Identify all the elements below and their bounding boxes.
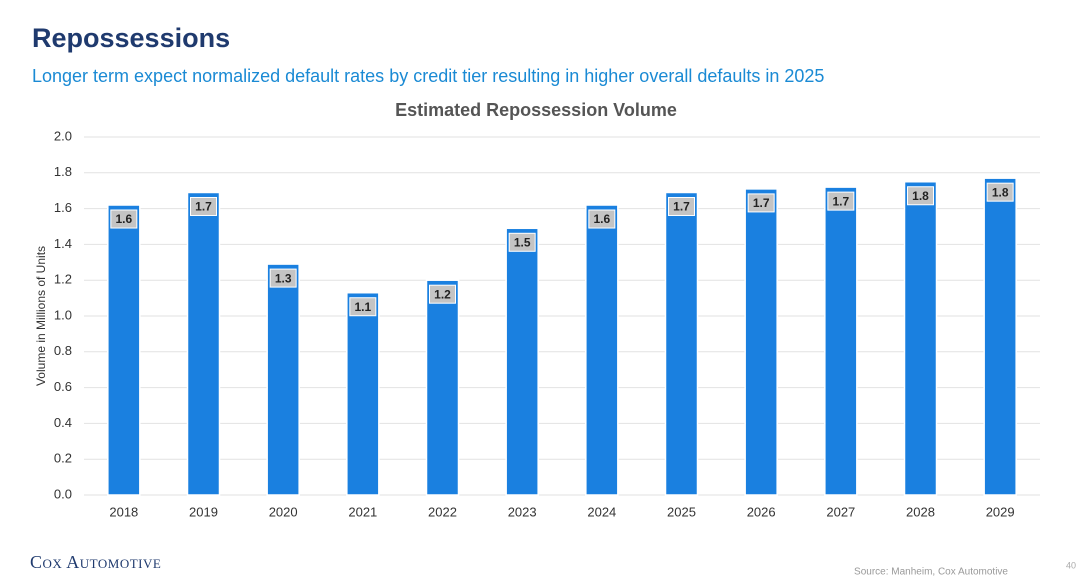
value-label-box [747,193,775,213]
y-tick-label: 0.8 [54,343,72,358]
x-tick-label: 2018 [109,504,138,519]
value-label: 1.7 [832,194,849,208]
value-label-box [349,297,377,317]
y-tick-label: 1.6 [54,200,72,215]
bar [107,204,141,496]
y-tick-label: 1.0 [54,307,72,322]
x-tick-label: 2023 [508,504,537,519]
value-label: 1.7 [753,196,770,210]
x-tick-label: 2022 [428,504,457,519]
value-label: 1.8 [912,189,929,203]
value-label-box [588,209,616,229]
value-label-box [429,284,456,304]
x-tick-label: 2028 [906,504,935,519]
value-label: 1.8 [992,185,1009,199]
value-label-box [190,196,217,216]
bar [186,191,221,496]
value-label: 1.2 [434,287,451,301]
source-note: Source: Manheim, Cox Automotive [854,567,1008,578]
x-tick-label: 2025 [667,504,696,519]
chart-title: Estimated Repossession Volume [395,100,677,120]
bar [744,188,778,496]
value-label-box [508,232,536,252]
value-label: 1.6 [115,212,132,226]
value-label: 1.5 [514,235,531,249]
bar [664,191,699,496]
bar [903,181,938,496]
value-label: 1.7 [195,200,212,214]
value-label-box [110,209,138,229]
page-number: 40 [1066,560,1076,570]
value-label: 1.1 [354,300,371,314]
y-axis-label: Volume in Millions of Units [34,246,48,386]
value-label-box [827,191,855,211]
x-tick-label: 2020 [269,504,298,519]
value-label-box [668,196,695,216]
y-tick-label: 0.6 [54,379,72,394]
value-label: 1.3 [275,271,292,285]
x-tick-label: 2027 [826,504,855,519]
x-tick-label: 2026 [747,504,776,519]
bar [346,291,380,496]
bar [983,177,1017,496]
y-tick-label: 0.2 [54,451,72,466]
bar [505,227,539,496]
x-tick-label: 2024 [587,504,616,519]
value-label: 1.6 [593,212,610,226]
value-label: 1.7 [673,200,690,214]
y-tick-label: 0.4 [54,415,72,430]
slide-subtitle: Longer term expect normalized default ra… [32,66,824,86]
value-label-box [907,186,934,206]
y-tick-label: 1.2 [54,272,72,287]
y-tick-label: 0.0 [54,486,72,501]
y-tick-label: 1.8 [54,164,72,179]
x-tick-label: 2019 [189,504,218,519]
bar [824,186,858,496]
value-label-box [269,268,297,288]
logo: Cox Automotive [30,552,161,572]
bar [425,279,460,496]
x-tick-label: 2021 [348,504,377,519]
y-tick-label: 2.0 [54,128,72,143]
slide-title: Repossessions [32,23,230,53]
x-tick-label: 2029 [986,504,1015,519]
y-tick-label: 1.4 [54,236,72,251]
bar [266,263,300,496]
value-label-box [986,182,1014,202]
bar [585,204,619,496]
